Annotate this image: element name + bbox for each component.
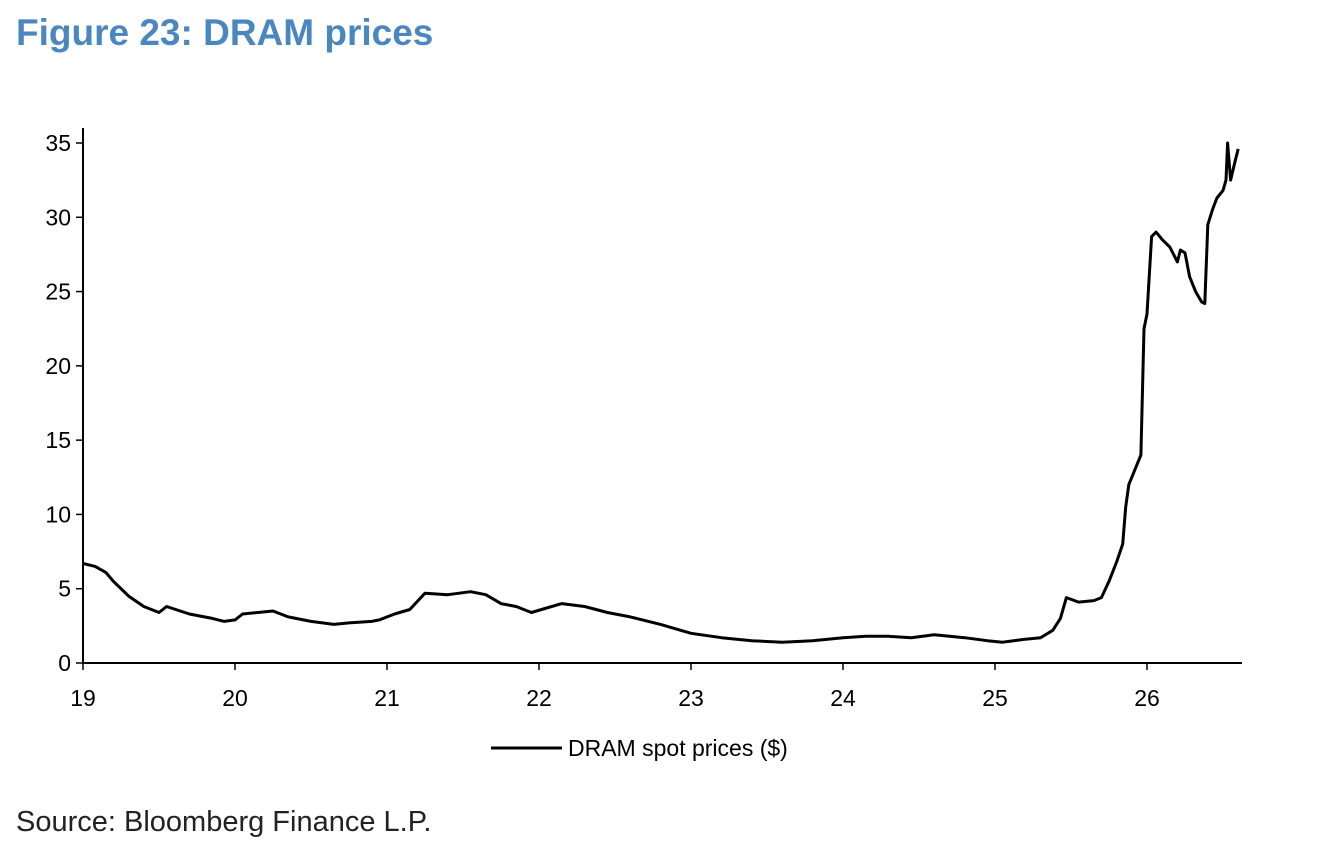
x-tick-label: 22 <box>526 685 552 711</box>
series-layer <box>82 141 1240 644</box>
legend: DRAM spot prices ($) <box>491 735 788 761</box>
y-tick-label: 35 <box>45 130 71 156</box>
y-tick-label: 20 <box>45 353 71 379</box>
y-axis-ticks: 0 5 10 15 20 25 30 35 <box>45 130 83 676</box>
x-tick-label: 24 <box>830 685 856 711</box>
y-tick-label: 15 <box>45 427 71 453</box>
legend-label: DRAM spot prices ($) <box>568 735 788 761</box>
x-tick-label: 19 <box>70 685 96 711</box>
x-axis-ticks: 19 20 21 22 23 24 25 26 <box>70 663 1160 711</box>
x-tick-label: 23 <box>678 685 704 711</box>
x-tick-label: 26 <box>1134 685 1160 711</box>
y-tick-label: 25 <box>45 279 71 305</box>
series-line-0 <box>82 141 1240 644</box>
chart-axes <box>82 128 1242 664</box>
y-tick-label: 30 <box>45 204 71 230</box>
x-tick-label: 21 <box>374 685 400 711</box>
y-tick-label: 5 <box>58 576 71 602</box>
y-tick-label: 0 <box>58 650 71 676</box>
x-tick-label: 25 <box>982 685 1008 711</box>
source-note: Source: Bloomberg Finance L.P. <box>16 806 432 838</box>
x-tick-label: 20 <box>222 685 248 711</box>
y-tick-label: 10 <box>45 501 71 527</box>
figure-title: Figure 23: DRAM prices <box>16 12 434 53</box>
